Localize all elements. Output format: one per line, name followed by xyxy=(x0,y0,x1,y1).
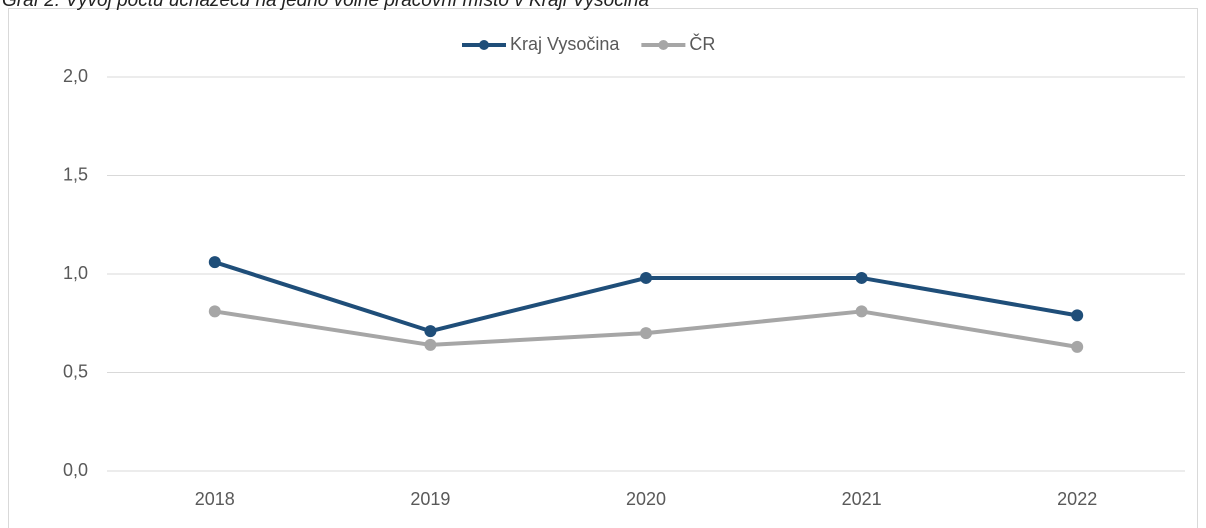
legend-label: ČR xyxy=(689,33,715,54)
legend-marker xyxy=(479,40,489,50)
y-tick-label: 1,0 xyxy=(63,263,88,283)
x-tick-label: 2022 xyxy=(1057,489,1097,509)
y-tick-label: 1,5 xyxy=(63,164,88,184)
y-tick-label: 0,0 xyxy=(63,460,88,480)
point xyxy=(855,305,868,318)
point xyxy=(855,271,868,284)
x-tick-label: 2021 xyxy=(842,489,882,509)
x-tick-label: 2019 xyxy=(410,489,450,509)
chart-frame xyxy=(8,8,1198,528)
point xyxy=(640,271,652,284)
point xyxy=(424,325,437,338)
legend-marker xyxy=(658,40,669,50)
x-tick-label: 2018 xyxy=(195,489,235,509)
point xyxy=(424,338,437,351)
point xyxy=(1071,309,1084,322)
point xyxy=(208,305,221,318)
legend-label: Kraj Vysočina xyxy=(510,34,620,54)
y-tick-label: 0,5 xyxy=(63,361,88,381)
point xyxy=(208,256,221,269)
point xyxy=(640,327,652,340)
x-tick-label: 2020 xyxy=(626,489,666,509)
chart-title: Graf 2: Vývoj počtu uchazečů na jedno vo… xyxy=(2,0,649,11)
y-tick-label: 2,0 xyxy=(63,66,88,86)
point xyxy=(1071,340,1084,353)
